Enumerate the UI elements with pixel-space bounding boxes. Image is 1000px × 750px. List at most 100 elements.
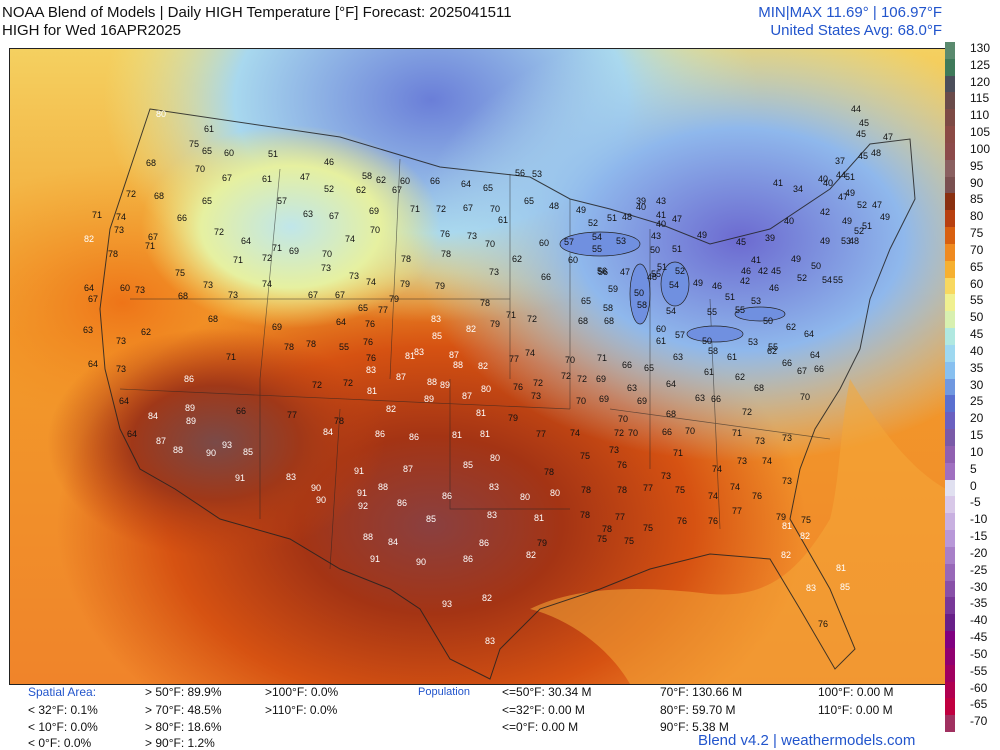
colorbar-segment xyxy=(945,210,955,228)
temperature-value-label: 78 xyxy=(284,342,294,352)
temperature-value-label: 66 xyxy=(662,427,672,437)
temperature-value-label: 68 xyxy=(178,291,188,301)
population-stat: 110°F: 0.00 M xyxy=(818,703,893,717)
temperature-value-label: 70 xyxy=(800,392,810,402)
colorbar-tick-label: -45 xyxy=(970,630,988,645)
temperature-value-label: 39 xyxy=(636,196,646,206)
temperature-value-label: 66 xyxy=(814,364,824,374)
temperature-value-label: 90 xyxy=(416,557,426,567)
temperature-value-label: 49 xyxy=(576,205,586,215)
colorbar-tick-label: -30 xyxy=(970,579,988,594)
temperature-value-label: 74 xyxy=(345,234,355,244)
temperature-value-label: 45 xyxy=(859,118,869,128)
colorbar-tick-label: 30 xyxy=(970,377,984,392)
temperature-value-label: 51 xyxy=(862,221,872,231)
spatial-stat: < 10°F: 0.0% xyxy=(28,720,98,734)
temperature-value-label: 73 xyxy=(116,364,126,374)
temperature-value-label: 79 xyxy=(435,281,445,291)
temperature-value-label: 70 xyxy=(685,426,695,436)
temperature-value-label: 91 xyxy=(370,554,380,564)
temperature-value-label: 81 xyxy=(480,429,490,439)
temperature-value-label: 63 xyxy=(83,325,93,335)
temperature-value-label: 77 xyxy=(509,354,519,364)
temperature-value-label: 70 xyxy=(490,204,500,214)
temperature-value-label: 89 xyxy=(424,394,434,404)
colorbar-tick-label: 65 xyxy=(970,259,984,274)
temperature-value-label: 87 xyxy=(462,391,472,401)
temperature-value-label: 88 xyxy=(453,360,463,370)
temperature-value-label: 70 xyxy=(195,164,205,174)
temperature-value-label: 70 xyxy=(618,414,628,424)
temperature-value-label: 67 xyxy=(329,211,339,221)
colorbar-segment xyxy=(945,277,955,295)
temperature-value-label: 48 xyxy=(647,272,657,282)
temperature-value-label: 64 xyxy=(88,359,98,369)
colorbar-segment xyxy=(945,294,955,312)
temperature-value-label: 81 xyxy=(476,408,486,418)
temperature-value-label: 82 xyxy=(526,550,536,560)
temperature-value-label: 72 xyxy=(533,378,543,388)
temperature-value-label: 64 xyxy=(127,429,137,439)
temperature-value-label: 71 xyxy=(673,448,683,458)
temperature-value-label: 91 xyxy=(357,488,367,498)
temperature-value-label: 91 xyxy=(354,466,364,476)
temperature-value-label: 78 xyxy=(401,254,411,264)
colorbar-tick-label: 55 xyxy=(970,293,984,308)
spatial-area-title: Spatial Area: xyxy=(28,685,97,699)
temperature-value-label: 73 xyxy=(203,280,213,290)
temperature-value-label: 41 xyxy=(751,255,761,265)
temperature-value-label: 47 xyxy=(672,214,682,224)
temperature-value-label: 45 xyxy=(858,151,868,161)
colorbar-segment xyxy=(945,563,955,582)
temperature-value-label: 80 xyxy=(550,488,560,498)
temperature-value-label: 75 xyxy=(675,485,685,495)
temperature-value-label: 78 xyxy=(617,485,627,495)
colorbar-tick-label: -55 xyxy=(970,663,988,678)
temperature-value-label: 45 xyxy=(856,129,866,139)
temperature-value-label: 63 xyxy=(627,383,637,393)
temperature-value-label: 68 xyxy=(754,383,764,393)
colorbar-tick-label: 25 xyxy=(970,394,984,409)
temperature-value-label: 80 xyxy=(156,109,166,119)
temperature-value-label: 42 xyxy=(740,276,750,286)
temperature-value-label: 71 xyxy=(597,353,607,363)
temperature-value-label: 66 xyxy=(236,406,246,416)
temperature-value-label: 75 xyxy=(597,534,607,544)
colorbar-segment xyxy=(945,530,955,548)
colorbar-segment xyxy=(945,126,955,144)
temperature-value-label: 65 xyxy=(644,363,654,373)
temperature-value-label: 78 xyxy=(602,524,612,534)
colorbar-tick-label: 60 xyxy=(970,276,984,291)
spatial-stat: < 0°F: 0.0% xyxy=(28,736,92,750)
temperature-value-label: 68 xyxy=(666,409,676,419)
colorbar-tick-label: -65 xyxy=(970,697,988,712)
temperature-value-label: 82 xyxy=(478,361,488,371)
colorbar-tick-label: -60 xyxy=(970,680,988,695)
temperature-value-label: 75 xyxy=(189,139,199,149)
colorbar-segment xyxy=(945,92,955,110)
temperature-value-label: 74 xyxy=(570,428,580,438)
temperature-value-label: 82 xyxy=(781,550,791,560)
colorbar-tick-label: 100 xyxy=(970,141,991,156)
temperature-value-label: 72 xyxy=(312,380,322,390)
temperature-value-label: 86 xyxy=(375,429,385,439)
temperature-value-label: 53 xyxy=(748,337,758,347)
temperature-value-label: 88 xyxy=(363,532,373,542)
temperature-value-label: 72 xyxy=(436,204,446,214)
temperature-value-label: 76 xyxy=(363,337,373,347)
temperature-value-label: 64 xyxy=(804,329,814,339)
temperature-value-label: 87 xyxy=(396,372,406,382)
temperature-value-label: 64 xyxy=(336,317,346,327)
temperature-value-label: 91 xyxy=(235,473,245,483)
colorbar-segment xyxy=(945,328,955,346)
colorbar-segment xyxy=(945,664,955,682)
colorbar-segment xyxy=(945,142,955,161)
temperature-colorbar xyxy=(945,42,955,733)
temperature-value-label: 48 xyxy=(622,212,632,222)
temperature-value-label: 73 xyxy=(489,267,499,277)
temperature-value-label: 37 xyxy=(835,156,845,166)
colorbar-segment xyxy=(945,395,955,413)
temperature-value-label: 69 xyxy=(599,394,609,404)
temperature-value-label: 74 xyxy=(262,279,272,289)
temperature-value-label: 51 xyxy=(268,149,278,159)
